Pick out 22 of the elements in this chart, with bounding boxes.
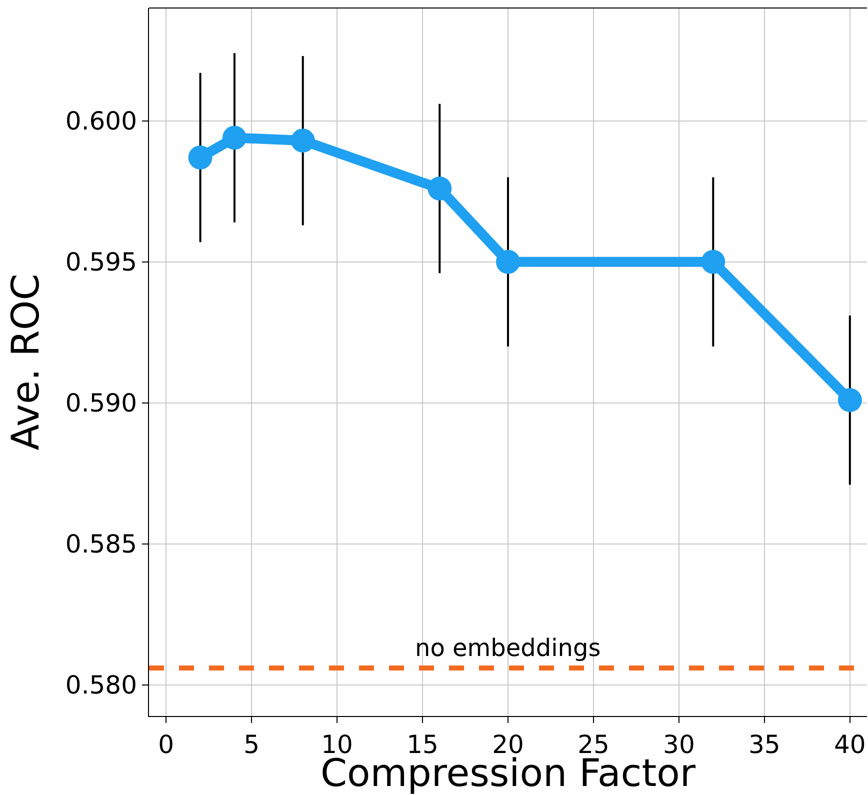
y-tick-label: 0.585 [65,530,137,559]
x-tick-label: 25 [578,730,610,759]
point [838,388,862,412]
x-tick-label: 40 [834,730,866,759]
y-tick-label: 0.600 [65,106,137,136]
point [428,176,452,201]
x-tick-label: 10 [321,730,353,759]
x-tick-label: 30 [663,730,695,759]
point [290,128,315,153]
ref-line-label: no embeddings [415,634,601,662]
x-tick-label: 35 [748,730,780,759]
point [188,146,212,170]
x-tick-label: 5 [244,730,260,759]
point [496,250,520,274]
y-tick-label: 0.580 [65,670,137,700]
x-tick-label: 0 [158,730,174,759]
point [222,126,246,150]
y-axis-title: Ave. ROC [4,274,48,450]
y-tick-label: 0.595 [65,248,137,277]
point [701,250,726,274]
x-tick-label: 15 [406,730,438,759]
y-tick-label: 0.590 [65,388,137,418]
